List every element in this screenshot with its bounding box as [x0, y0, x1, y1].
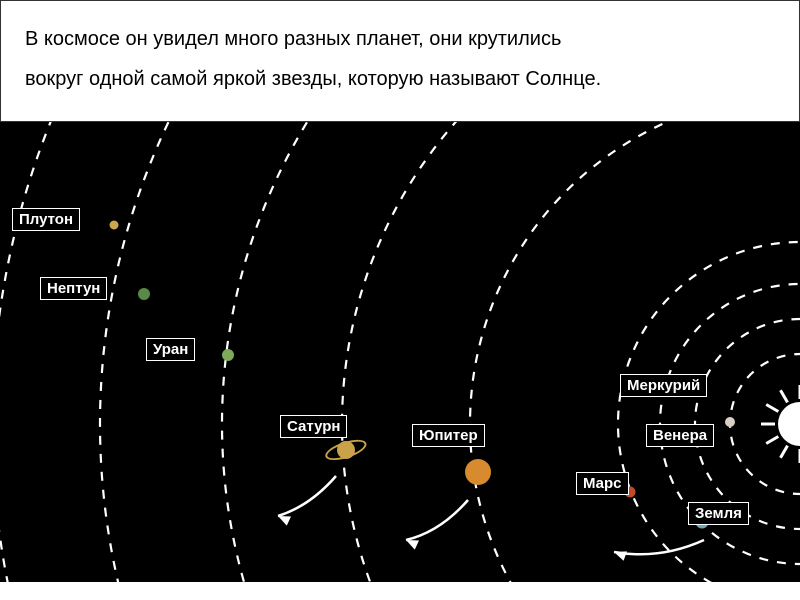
orbit [0, 122, 800, 582]
motion-arrow [614, 540, 704, 554]
motion-arrow [278, 476, 336, 516]
motion-arrow-head [278, 516, 291, 526]
caption-box: В космосе он увидел много разных планет,… [0, 0, 800, 122]
planet-label-марс: Марс [576, 472, 629, 495]
planet-label-плутон: Плутон [12, 208, 80, 231]
planet-плутон [110, 221, 119, 230]
caption-line-2: вокруг одной самой яркой звезды, которую… [25, 68, 601, 90]
planet-label-венера: Венера [646, 424, 714, 447]
planet-label-сатурн: Сатурн [280, 415, 347, 438]
planet-юпитер [465, 459, 491, 485]
planet-label-земля: Земля [688, 502, 749, 525]
sun-icon [778, 402, 800, 446]
orbit [618, 242, 800, 582]
solar-system-diagram: Меркурий Венера Земля Марс Юпитер Сатурн Уран Н… [0, 122, 800, 582]
sun-core [778, 402, 800, 446]
orbit [470, 122, 800, 582]
sun-ray [761, 423, 775, 426]
planet-label-меркурий: Меркурий [620, 374, 707, 397]
planet-label-нептун: Нептун [40, 277, 107, 300]
planet-нептун [138, 288, 150, 300]
motion-arrow [406, 500, 468, 540]
caption-line-1: В космосе он увидел много разных планет,… [25, 28, 561, 50]
orbits-layer [0, 122, 800, 582]
planet-меркурий [725, 417, 735, 427]
motion-arrow-head [614, 551, 627, 560]
motion-arrow-head [406, 540, 419, 550]
planet-уран [222, 349, 234, 361]
planet-label-уран: Уран [146, 338, 195, 361]
planet-label-юпитер: Юпитер [412, 424, 485, 447]
